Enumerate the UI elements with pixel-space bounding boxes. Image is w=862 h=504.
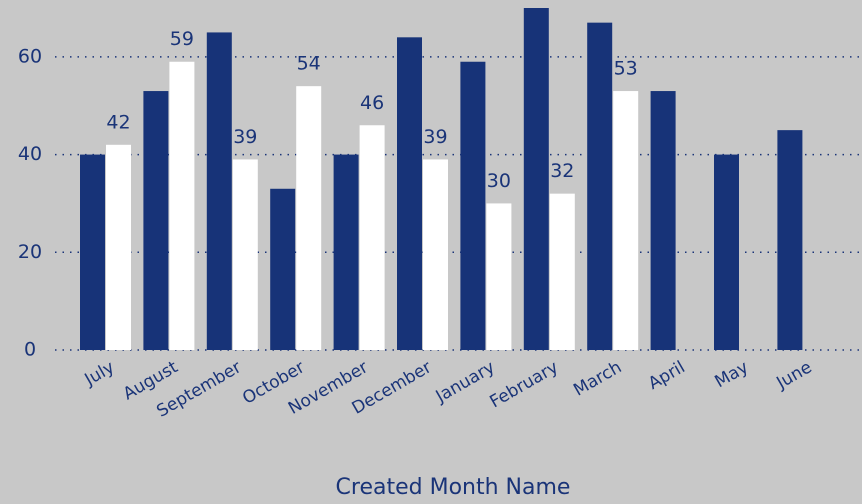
x-tick-label: April [645,357,689,394]
data-label: 42 [106,111,130,133]
x-axis-title: Created Month Name [336,475,571,500]
bar [549,193,575,350]
bar [143,91,169,351]
data-label: 59 [170,28,194,50]
bar [206,32,232,351]
bar [523,8,549,350]
bar [460,61,486,350]
y-tick-label: 0 [24,339,36,361]
data-label: 46 [360,92,384,114]
bar [397,37,422,351]
bar [80,154,105,350]
x-tick-label: June [772,357,815,393]
x-tick-label: July [81,357,118,390]
data-label: 54 [297,53,321,75]
bar [270,188,296,350]
y-tick-label: 60 [18,45,42,67]
x-tick-label: March [570,357,625,400]
y-tick-label: 20 [18,241,42,263]
x-tick-label: May [712,357,752,392]
data-label: 30 [487,170,511,192]
bar [106,144,131,350]
bar [359,125,385,350]
bar [650,91,676,351]
bar [587,22,613,351]
bar [333,154,359,350]
bar [296,86,322,351]
bar [777,130,803,350]
bar [714,154,739,350]
bar [486,203,512,350]
y-tick-label: 40 [18,143,42,165]
bar [232,159,258,350]
bar [423,159,448,350]
bar [613,91,639,351]
data-label: 32 [550,160,574,182]
data-label: 39 [233,126,257,148]
x-tick-label: February [487,357,562,412]
data-label: 53 [614,58,638,80]
bar [169,61,195,350]
data-label: 39 [423,126,447,148]
